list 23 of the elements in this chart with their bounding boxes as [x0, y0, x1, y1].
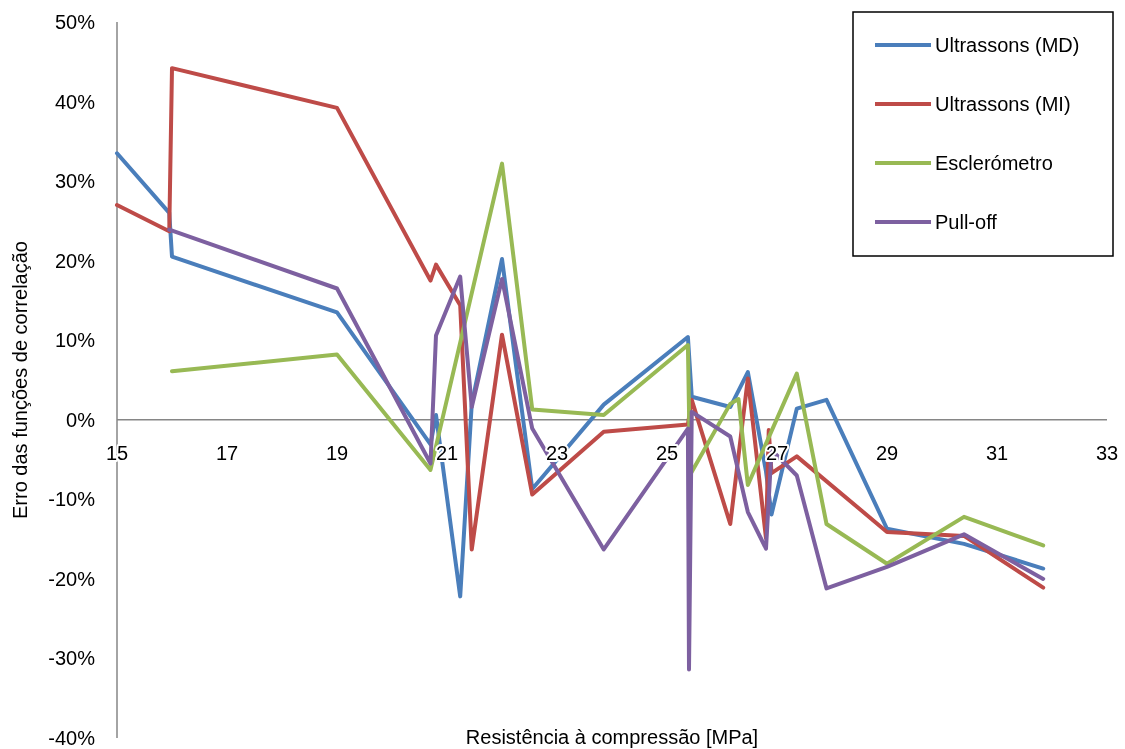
y-tick-label: 30%: [54, 170, 96, 193]
x-tick-label: 33: [1095, 441, 1119, 464]
x-tick-label: 31: [985, 441, 1009, 464]
x-tick-label: 19: [325, 441, 349, 464]
legend-label: Ultrassons (MD): [935, 34, 1080, 56]
legend-label: Pull-off: [935, 211, 998, 233]
y-tick-label: -20%: [48, 567, 96, 590]
x-tick-label: 15: [105, 441, 129, 464]
y-tick-label: -40%: [48, 727, 96, 749]
y-axis-title: Erro das funções de correlação: [9, 241, 31, 519]
legend-label: Ultrassons (MI): [935, 93, 1071, 115]
y-tick-label: 10%: [54, 329, 96, 352]
y-tick-label: 50%: [54, 11, 96, 33]
y-tick-label: -30%: [48, 647, 96, 670]
y-tick-label: 20%: [54, 249, 96, 272]
x-tick-label: 17: [215, 441, 239, 464]
y-tick-label: 0%: [66, 408, 96, 431]
x-tick-label: 29: [875, 441, 899, 464]
x-axis-title: Resistência à compressão [MPa]: [465, 726, 759, 748]
legend-label: Esclerómetro: [935, 152, 1053, 174]
line-series: [167, 227, 1046, 672]
y-tick-label: 40%: [54, 90, 96, 113]
y-tick-label: -10%: [48, 488, 96, 511]
